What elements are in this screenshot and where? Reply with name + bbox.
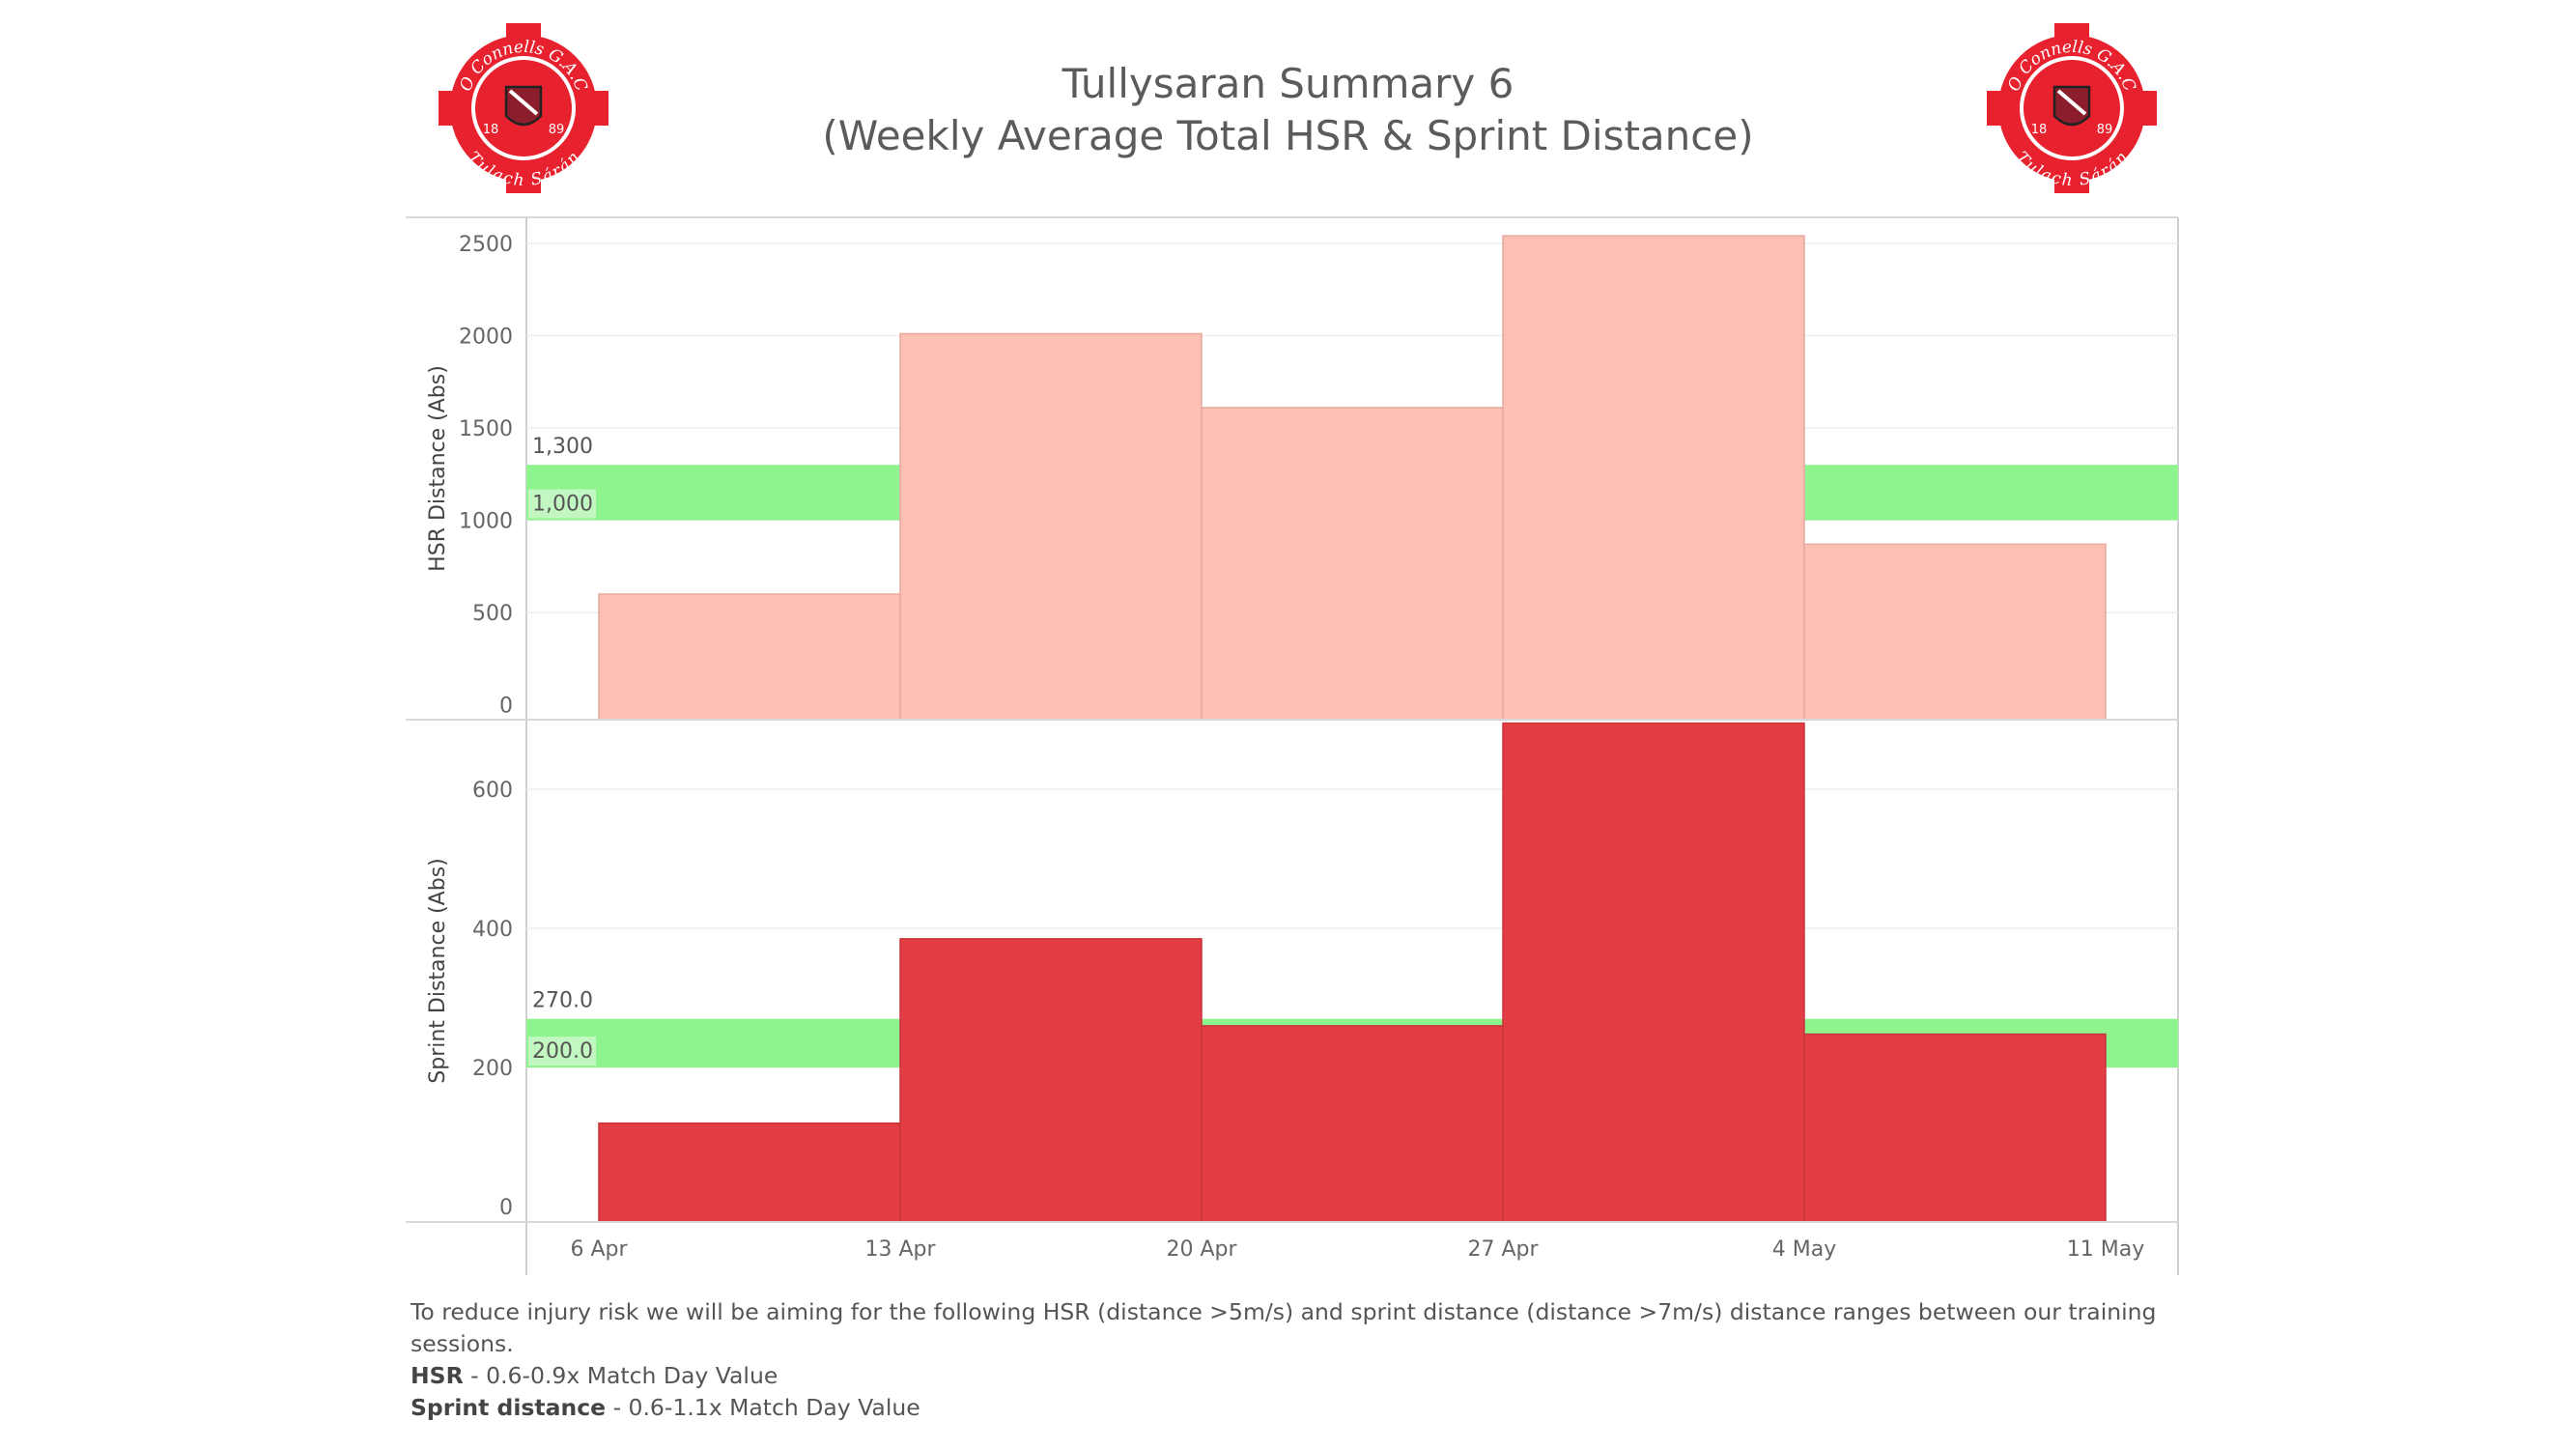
crest-shield-band (2056, 89, 2087, 116)
crest-year-left: 18 (483, 123, 499, 137)
band-low-label: 200.0 (532, 1039, 593, 1064)
title-line-1: Tullysaran Summary 6 (1062, 60, 1514, 107)
bar-3 (1502, 235, 1805, 721)
crest-year-right: 89 (549, 123, 565, 137)
footnote-line-1: To reduce injury risk we will be aiming … (410, 1298, 2157, 1357)
band-low-label-bg (528, 1037, 596, 1066)
bar-2 (1201, 407, 1504, 721)
bar-1 (899, 332, 1203, 721)
crest-year-right: 89 (2097, 123, 2113, 137)
bar-0 (598, 1122, 901, 1223)
y-tick-label: 600 (472, 779, 513, 803)
footnote-hsr-line: HSR - 0.6-0.9x Match Day Value (410, 1360, 2197, 1392)
bar-4 (1803, 1033, 2107, 1223)
x-tick-label: 6 Apr (570, 1237, 628, 1262)
x-tick-label: 13 Apr (864, 1237, 936, 1262)
band-low-label: 1,000 (532, 493, 593, 517)
y-tick-label: 2500 (459, 233, 513, 257)
title-line-2: (Weekly Average Total HSR & Sprint Dista… (822, 112, 1754, 159)
crest-inner-ring (471, 56, 576, 160)
band-high-label-bg (528, 985, 596, 1015)
y-tick-label: 0 (499, 1196, 513, 1220)
y-tick-label: 1500 (459, 417, 513, 441)
bar-3 (1502, 722, 1805, 1223)
footnote-sprint-term: Sprint distance (410, 1394, 607, 1421)
bar-1 (899, 938, 1203, 1223)
bar-2 (1201, 1025, 1504, 1223)
footnote: To reduce injury risk we will be aiming … (410, 1296, 2197, 1424)
band-high-label: 1,300 (532, 435, 593, 459)
panel-hsr: 0 500 1000 1500 2000 2500 1,300 1,000 HSR Distan… (406, 233, 2178, 721)
y-axis-title: HSR Distance (Abs) (426, 365, 450, 572)
band-high-label-bg (528, 432, 596, 462)
y-tick-label: 1000 (459, 510, 513, 534)
band-low-label-bg (528, 489, 596, 519)
x-tick-label: 27 Apr (1467, 1237, 1539, 1262)
y-axis-title: Sprint Distance (Abs) (426, 858, 450, 1083)
y-tick-label: 2000 (459, 325, 513, 349)
footnote-sprint-text: - 0.6-1.1x Match Day Value (606, 1394, 920, 1421)
panel-sprint: 0 200 400 600 270.0 200.0 Sprint Distance (Abs… (406, 722, 2178, 1223)
x-tick-label: 4 May (1772, 1237, 1836, 1262)
x-tick-label: 20 Apr (1166, 1237, 1237, 1262)
y-tick-label: 0 (499, 695, 513, 719)
bar-4 (1803, 543, 2107, 721)
x-tick-label: 11 May (2067, 1237, 2144, 1262)
crest-shield-band (508, 89, 539, 116)
footnote-hsr-text: - 0.6-0.9x Match Day Value (463, 1362, 778, 1389)
crest-year-left: 18 (2031, 123, 2048, 137)
band-high-label: 270.0 (532, 989, 593, 1013)
crest-inner-ring (2020, 56, 2124, 160)
chart-title: Tullysaran Summary 6 (Weekly Average Tot… (0, 58, 2576, 162)
y-tick-label: 200 (472, 1057, 513, 1081)
footnote-hsr-term: HSR (410, 1362, 464, 1389)
y-tick-label: 500 (472, 602, 513, 626)
footnote-sprint-line: Sprint distance - 0.6-1.1x Match Day Val… (410, 1392, 2197, 1424)
y-tick-label: 400 (472, 918, 513, 942)
bar-0 (598, 593, 901, 721)
